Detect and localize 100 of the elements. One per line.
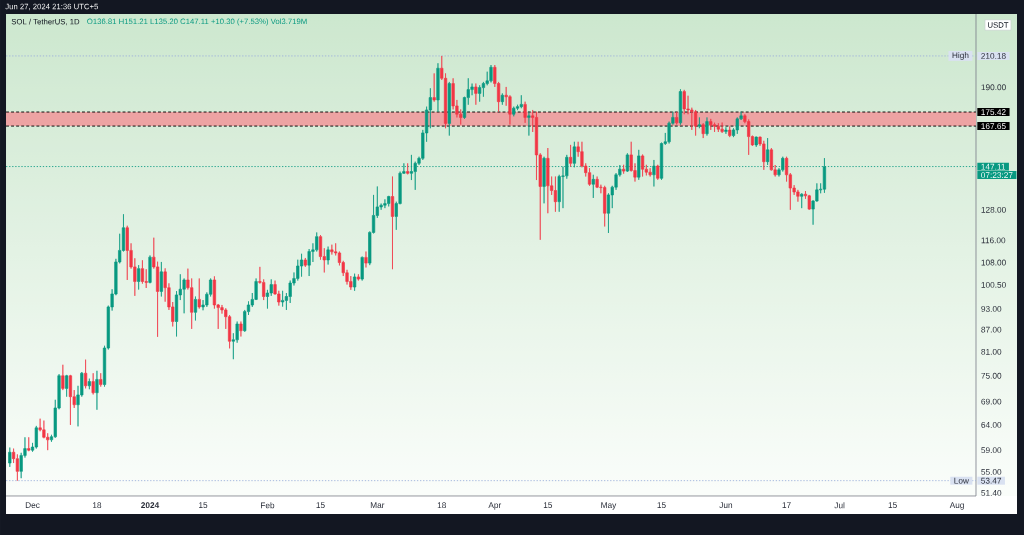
y-tick-label: 108.00 xyxy=(981,259,1006,266)
candlestick xyxy=(8,447,12,468)
candlestick xyxy=(716,122,720,133)
candlestick xyxy=(796,189,800,203)
candlestick xyxy=(800,192,804,209)
candlestick xyxy=(512,106,516,117)
candlestick xyxy=(239,321,243,337)
candlestick xyxy=(390,176,395,270)
candlestick xyxy=(197,278,201,309)
candlestick xyxy=(432,73,436,102)
y-tick-label: 81.00 xyxy=(981,348,1002,355)
x-tick-label: 15 xyxy=(199,502,208,509)
y-tick-label: 87.00 xyxy=(981,326,1002,333)
y-tick-label: 55.00 xyxy=(981,469,1002,475)
candlestick xyxy=(542,156,546,204)
x-tick-label: May xyxy=(601,502,617,510)
x-tick-label: 15 xyxy=(543,502,553,509)
ref-line-label: 53.47 xyxy=(981,477,1002,484)
candlestick xyxy=(364,251,368,268)
candlestick xyxy=(489,64,493,83)
candlestick xyxy=(406,162,410,175)
candlestick xyxy=(705,117,709,136)
candlestick xyxy=(474,83,478,106)
candlestick xyxy=(712,122,717,133)
ref-line-label: 147.11 xyxy=(981,163,1006,170)
candlestick xyxy=(546,147,550,214)
candlestick xyxy=(568,144,573,168)
candlestick xyxy=(807,194,811,211)
candlestick xyxy=(527,111,531,136)
candlestick xyxy=(387,195,391,207)
candlestick xyxy=(91,372,95,395)
candlestick xyxy=(728,126,732,138)
y-tick-label: 93.00 xyxy=(981,306,1002,312)
y-tick-label: 100.50 xyxy=(981,281,1006,288)
candlestick xyxy=(353,273,357,292)
x-tick-label: 15 xyxy=(316,502,325,509)
candlestick xyxy=(720,122,724,134)
candlestick xyxy=(697,117,701,129)
candlestick xyxy=(523,101,527,124)
candlestick xyxy=(34,425,38,449)
candlestick xyxy=(553,176,558,213)
candlestick xyxy=(65,374,69,398)
candlestick xyxy=(656,164,660,181)
candlestick xyxy=(95,370,99,411)
x-tick-label: 2024 xyxy=(141,502,160,509)
annotation: High xyxy=(952,52,969,60)
ref-line-label: 175.42 xyxy=(981,109,1006,115)
candlestick xyxy=(648,167,652,177)
x-tick-label: 17 xyxy=(782,502,791,508)
y-tick-label: 75.00 xyxy=(981,372,1002,379)
candlestick xyxy=(436,62,440,113)
candlestick xyxy=(383,198,387,209)
candlestick xyxy=(682,89,686,115)
candlestick xyxy=(303,257,307,268)
candlestick xyxy=(640,154,645,177)
candlestick xyxy=(709,118,713,131)
candlestick xyxy=(587,167,592,187)
candlestick xyxy=(678,88,683,126)
candlestick xyxy=(326,246,330,265)
candlestick xyxy=(87,378,91,390)
candlestick xyxy=(281,290,285,307)
candlestick xyxy=(762,140,766,171)
ref-line-label: 167.65 xyxy=(981,123,1006,130)
candlestick xyxy=(61,364,65,391)
candlestick xyxy=(591,174,595,199)
x-tick-label: 18 xyxy=(437,502,446,509)
candlestick xyxy=(622,164,626,175)
candlestick xyxy=(519,94,523,109)
candlestick xyxy=(595,176,599,189)
y-tick-label: 128.00 xyxy=(981,206,1006,213)
x-tick-label: Mar xyxy=(370,502,385,509)
candlestick xyxy=(694,109,698,136)
candlestick xyxy=(360,256,364,281)
candlestick xyxy=(478,84,482,102)
candlestick xyxy=(137,264,141,290)
candlestick xyxy=(724,126,728,135)
ref-line-label: 210.18 xyxy=(981,53,1006,59)
y-tick-label: 69.00 xyxy=(981,398,1002,405)
annotation: Low xyxy=(954,477,969,484)
candlestick xyxy=(603,185,607,227)
y-tick-label: 116.00 xyxy=(981,237,1006,244)
x-tick-label: 18 xyxy=(92,502,102,509)
candlestick xyxy=(356,273,360,281)
y-tick-label: 51.40 xyxy=(981,490,1002,496)
candlestick xyxy=(159,261,163,297)
y-tick-label: 64.00 xyxy=(981,421,1002,428)
candlestick xyxy=(27,436,31,452)
x-tick-label: Jun xyxy=(719,502,733,509)
candlestick xyxy=(193,296,198,321)
candlestick xyxy=(330,244,334,255)
candlestick xyxy=(68,374,73,426)
candlestick xyxy=(99,372,103,387)
x-tick-label: Apr xyxy=(488,502,502,510)
candlestick xyxy=(125,225,129,281)
x-tick-label: Dec xyxy=(25,502,40,509)
candlestick xyxy=(701,122,705,139)
candlestick xyxy=(299,253,304,277)
candlestick xyxy=(447,81,451,136)
x-tick-label: 15 xyxy=(657,502,666,509)
candlestick xyxy=(182,278,186,314)
